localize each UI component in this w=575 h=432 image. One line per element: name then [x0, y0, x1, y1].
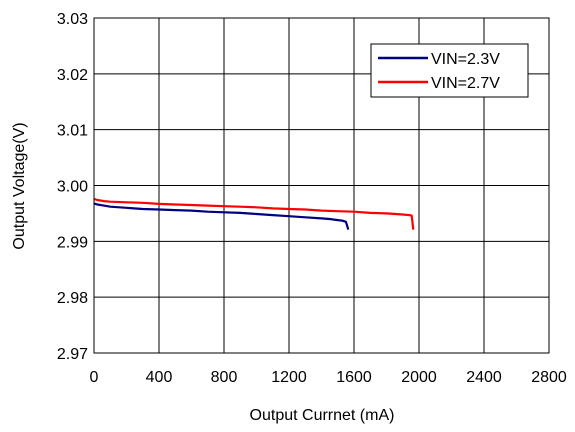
y-axis-tick-labels: 2.97 2.98 2.99 3.00 3.01 3.02 3.03: [57, 11, 88, 363]
x-tick-label: 2800: [531, 369, 567, 386]
y-tick-label: 3.00: [57, 179, 88, 196]
y-tick-label: 3.03: [57, 11, 88, 28]
x-axis-tick-labels: 0 400 800 1200 1600 2000 2400 2800: [90, 369, 567, 386]
legend-label-1: VIN=2.3V: [431, 51, 500, 68]
y-tick-label: 2.99: [57, 234, 88, 251]
x-tick-label: 400: [146, 369, 173, 386]
series-line-1: [93, 202, 350, 230]
x-tick-label: 1600: [336, 369, 372, 386]
y-tick-label: 2.97: [57, 346, 88, 363]
y-axis-label: Output Voltage(V): [11, 122, 28, 249]
legend-label-2: VIN=2.7V: [431, 75, 500, 92]
y-tick-label: 3.02: [57, 67, 88, 84]
x-tick-label: 2000: [401, 369, 437, 386]
x-tick-label: 2400: [466, 369, 502, 386]
x-axis-label: Output Currnet (mA): [250, 407, 395, 424]
series-line-2: [93, 197, 415, 230]
y-tick-label: 2.98: [57, 290, 88, 307]
horizontal-gridlines: [94, 73, 549, 298]
legend-box: [370, 43, 529, 98]
x-tick-label: 800: [211, 369, 238, 386]
plot-area-frame: [93, 17, 550, 354]
legend: VIN=2.3V VIN=2.7V: [370, 43, 529, 98]
x-tick-label: 1200: [271, 369, 307, 386]
y-tick-label: 3.01: [57, 123, 88, 140]
series-lines: [93, 197, 415, 230]
x-tick-label: 0: [90, 369, 99, 386]
